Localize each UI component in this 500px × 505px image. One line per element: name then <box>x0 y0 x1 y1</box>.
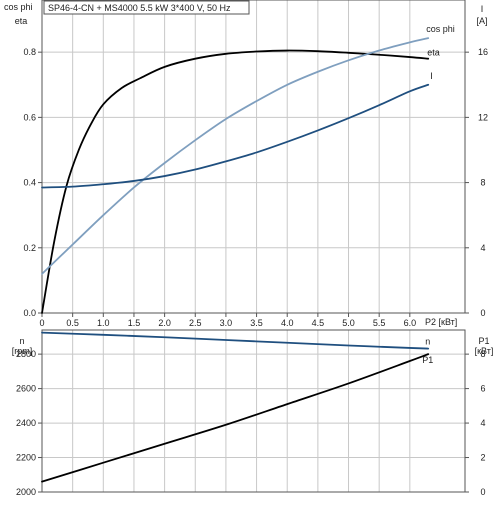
top-left-tick-label: 0.4 <box>23 178 36 188</box>
bottom-grid <box>42 330 465 492</box>
series-labels: eta cos phi In P1 <box>422 24 455 365</box>
top-left-tick-label: 0.2 <box>23 243 36 253</box>
x-tick-label: 2.0 <box>158 318 171 328</box>
x-tick-label: 0.5 <box>66 318 79 328</box>
x-tick-label: 0 <box>39 318 44 328</box>
bottom-right-tick-label: 4 <box>480 418 485 428</box>
top-left-tick-label: 0.8 <box>23 47 36 57</box>
bottom-left-tick-label: 2600 <box>16 384 36 394</box>
series-label-p1: P1 <box>422 355 433 365</box>
series-label-cos-phi: cos phi <box>426 24 455 34</box>
top-left-tick-label: 0.6 <box>23 112 36 122</box>
bottom-curve-n <box>41 331 430 350</box>
bottom-left-tick-label: 2400 <box>16 418 36 428</box>
bottom-left-axis-label-unit: [rpm] <box>12 346 33 356</box>
x-tick-label: 5.0 <box>342 318 355 328</box>
chart-title: SP46-4-CN + MS4000 5.5 kW 3*400 V, 50 Hz <box>48 3 231 13</box>
bottom-plot-frame <box>41 329 466 493</box>
bottom-right-tick-label: 6 <box>480 384 485 394</box>
x-tick-label: 1.0 <box>97 318 110 328</box>
x-tick-label: 5.5 <box>373 318 386 328</box>
bottom-left-axis-label-n: n <box>19 336 24 346</box>
series-label-eta: eta <box>427 48 440 58</box>
title-box <box>43 0 250 15</box>
top-grid <box>42 0 465 313</box>
bottom-left-tick-label: 2000 <box>16 487 36 497</box>
top-right-tick-label: 8 <box>480 178 485 188</box>
top-curve-eta <box>41 49 430 314</box>
top-right-tick-label: 16 <box>478 47 488 57</box>
x-tick-label: 1.5 <box>128 318 141 328</box>
axis-ticks <box>38 51 469 493</box>
x-tick-label: 4.0 <box>281 318 294 328</box>
bottom-right-axis-label-unit: [кВт] <box>475 346 494 356</box>
x-tick-label: 3.5 <box>250 318 263 328</box>
x-tick-label: 3.0 <box>220 318 233 328</box>
bottom-right-axis-label-p1: P1 <box>478 336 489 346</box>
top-right-tick-label: 0 <box>480 308 485 318</box>
axis-tick-labels: 0 0.5 1.0 1.5 2.0 2.5 3.0 3.5 4.0 4.5 5.0 5.5 6.0 0.0… <box>16 47 488 497</box>
curves <box>41 37 430 483</box>
bottom-left-tick-label: 2800 <box>16 349 36 359</box>
x-tick-label: 4.5 <box>312 318 325 328</box>
bottom-left-tick-label: 2200 <box>16 453 36 463</box>
top-right-axis-label-i: I <box>481 4 484 14</box>
top-curve-i <box>41 83 430 189</box>
top-left-axis-label-cos-phi: cos phi <box>4 2 33 12</box>
top-left-tick-label: 0.0 <box>23 308 36 318</box>
top-right-tick-label: 12 <box>478 112 488 122</box>
bottom-right-tick-label: 2 <box>480 453 485 463</box>
series-label-n: n <box>425 337 430 347</box>
top-x-axis-label: P2 [кВт] <box>425 317 457 327</box>
top-plot-frame <box>41 0 466 314</box>
x-tick-label: 2.5 <box>189 318 202 328</box>
top-right-tick-label: 4 <box>480 243 485 253</box>
bottom-curve-p1 <box>41 353 430 483</box>
top-left-axis-label-eta: eta <box>15 16 28 26</box>
bottom-right-tick-label: 0 <box>480 487 485 497</box>
top-curve-cos-phi <box>41 37 430 275</box>
x-tick-label: 6.0 <box>404 318 417 328</box>
series-label-i: I <box>430 71 433 81</box>
bottom-right-tick-label: 8 <box>480 349 485 359</box>
top-right-axis-label-unit: [A] <box>476 16 487 26</box>
